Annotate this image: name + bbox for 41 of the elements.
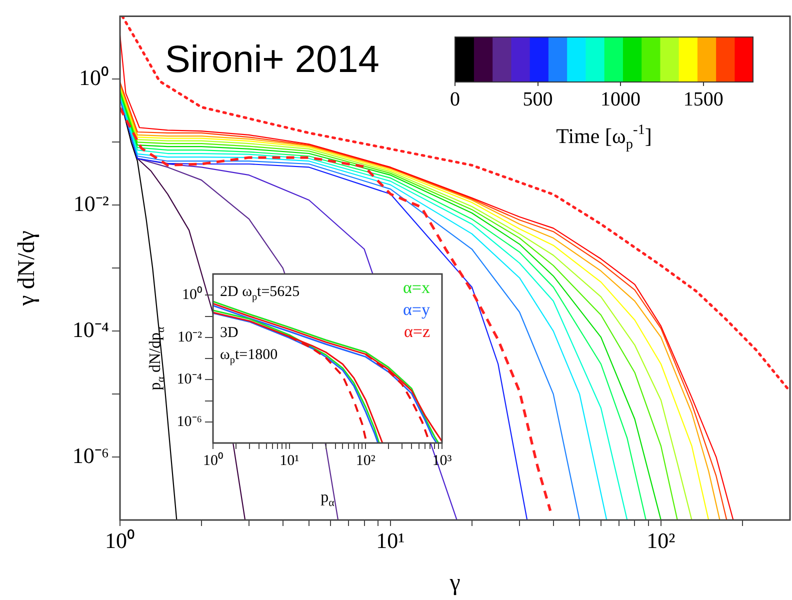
x-tick-label: 10¹ xyxy=(280,452,300,469)
x-tick-label: 10² xyxy=(356,452,376,469)
bar xyxy=(455,37,474,82)
bar xyxy=(473,37,493,82)
bar xyxy=(585,37,604,82)
bar xyxy=(640,37,660,82)
text: α=x xyxy=(403,278,430,297)
x-tick-label: 500 xyxy=(522,88,553,110)
x-tick-label: 1500 xyxy=(683,88,724,110)
y-tick-label: 10⁻² xyxy=(73,190,110,216)
x-tick-label: 10⁰ xyxy=(105,528,135,553)
bar xyxy=(660,37,679,82)
x-axis-title: γ xyxy=(448,570,461,596)
annotation: 3D xyxy=(220,325,238,341)
bar xyxy=(715,37,735,82)
x-tick-label: 10⁰ xyxy=(203,452,223,469)
bar xyxy=(734,37,753,82)
series-label: α=z xyxy=(404,322,430,341)
bar xyxy=(622,37,642,82)
x-tick-label: 0 xyxy=(450,88,460,110)
y-axis-title: γ dN/dγ xyxy=(14,230,40,307)
x-tick-label: 10² xyxy=(646,528,676,553)
annotation: Sironi+ 2014 xyxy=(165,39,380,81)
y-tick-label: 10⁻⁴ xyxy=(72,316,110,342)
bar xyxy=(696,37,716,82)
bar xyxy=(510,37,530,82)
y-tick-label: 10⁻⁶ xyxy=(176,414,202,430)
bar xyxy=(678,37,698,82)
text: α=y xyxy=(403,300,430,319)
y-tick-label: 10⁻⁶ xyxy=(72,442,109,468)
bar xyxy=(566,37,586,82)
y-tick-label: 10⁻⁴ xyxy=(176,372,202,388)
y-tick-label: 10⁻² xyxy=(178,329,202,346)
bar xyxy=(529,37,548,82)
x-tick-label: 1000 xyxy=(600,88,641,110)
bar xyxy=(604,37,623,82)
y-tick-label: 10⁰ xyxy=(79,64,109,90)
bar xyxy=(492,37,512,82)
bar xyxy=(548,37,568,82)
y-tick-label: 10⁰ xyxy=(182,286,202,304)
x-tick-label: 10¹ xyxy=(376,528,405,553)
